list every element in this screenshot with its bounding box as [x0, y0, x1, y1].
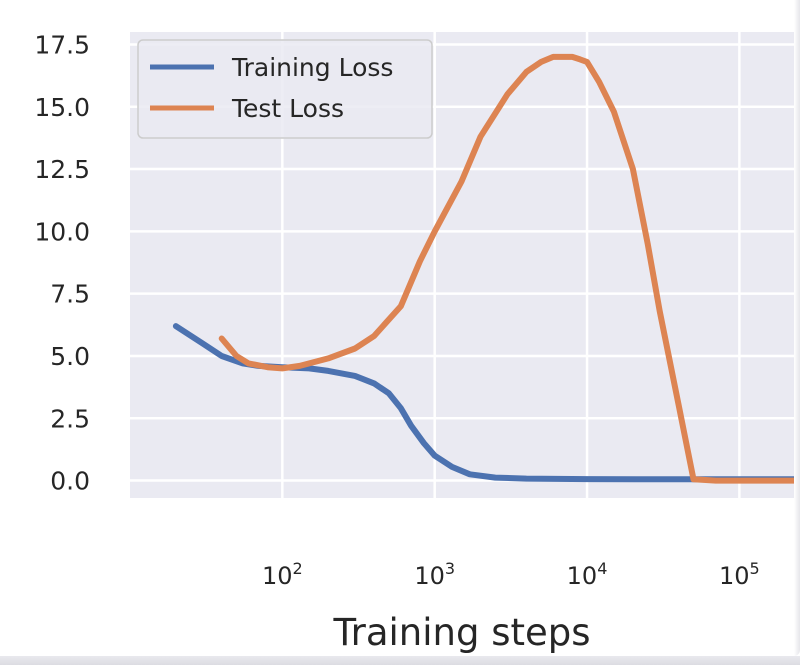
- x-tick-label: 102: [262, 559, 303, 590]
- series-lines: [172, 53, 800, 484]
- card-bottom-edge: [0, 656, 800, 665]
- card-right-edge: [794, 0, 800, 656]
- y-tick-label: 7.5: [50, 280, 90, 309]
- x-tick-label: 105: [719, 559, 760, 590]
- y-axis-ticks: 0.0 2.5 5.0 7.5 10.0 12.5 15.0 17.5: [34, 30, 90, 495]
- y-tick-label: 17.5: [34, 30, 90, 59]
- x-tick-label: 103: [414, 559, 455, 590]
- legend-label-training-loss: Training Loss: [231, 53, 393, 82]
- x-tick-label: 104: [567, 559, 608, 590]
- y-tick-label: 12.5: [34, 155, 90, 184]
- legend-label-test-loss: Test Loss: [231, 94, 344, 123]
- y-tick-label: 5.0: [50, 342, 90, 371]
- x-axis-ticks: 102 103 104 105: [262, 559, 760, 590]
- y-tick-label: 10.0: [34, 217, 90, 246]
- y-tick-label: 2.5: [50, 404, 90, 433]
- legend: Training Loss Test Loss: [137, 39, 433, 139]
- x-axis-label: Training steps: [332, 611, 590, 654]
- y-tick-label: 0.0: [50, 467, 90, 496]
- series-line-test-loss: [218, 53, 800, 484]
- y-tick-label: 15.0: [34, 93, 90, 122]
